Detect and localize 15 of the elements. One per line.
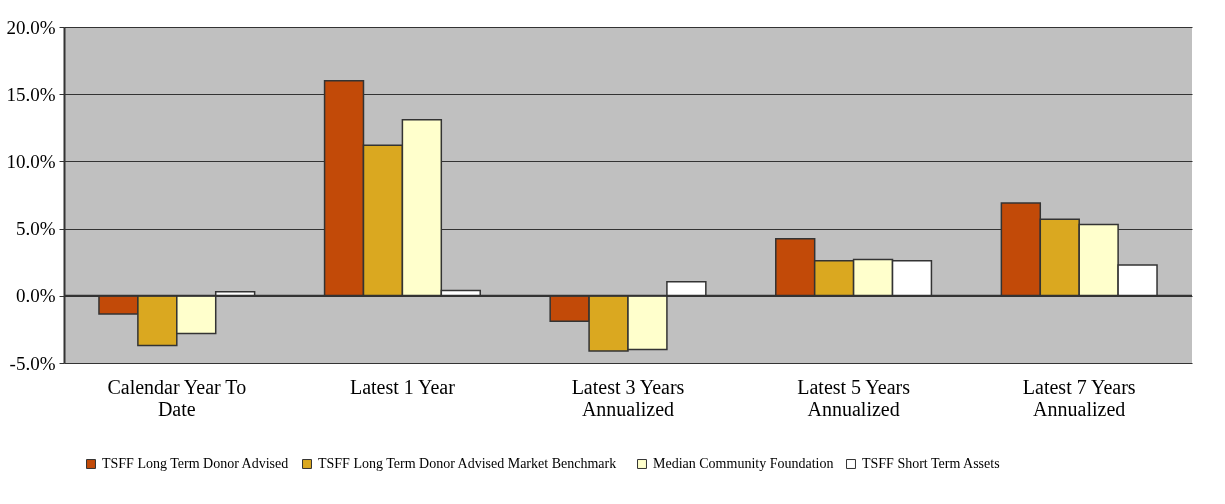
legend-label: TSFF Short Term Assets xyxy=(862,456,1000,471)
x-tick-label: Latest 1 Year xyxy=(349,375,456,398)
y-tick-label: 10.0% xyxy=(6,150,56,172)
x-tick-label: Latest 7 Years Annualized xyxy=(1022,375,1136,420)
x-tick-label: Latest 5 Years Annualized xyxy=(797,375,911,420)
x-tick-label: Calendar Year To Date xyxy=(107,375,247,420)
legend-label: Median Community Foundation xyxy=(653,456,834,471)
y-tick-label: -5.0% xyxy=(9,352,56,374)
legend-label: TSFF Long Term Donor Advised Market Benchmark xyxy=(318,456,617,471)
y-tick-label: 15.0% xyxy=(6,83,56,105)
y-tick-label: 5.0% xyxy=(15,218,56,240)
y-tick-label: 20.0% xyxy=(6,16,56,38)
y-tick-label: 0.0% xyxy=(15,285,56,307)
legend-label: TSFF Long Term Donor Advised xyxy=(102,456,289,471)
x-tick-label: Latest 3 Years Annualized xyxy=(571,375,685,420)
